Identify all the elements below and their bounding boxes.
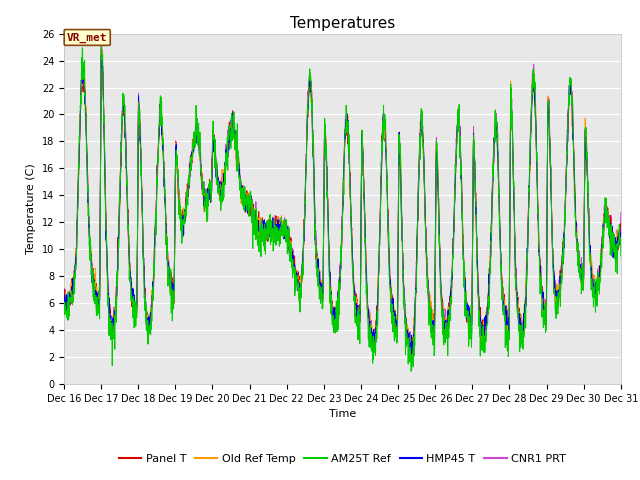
Legend: Panel T, Old Ref Temp, AM25T Ref, HMP45 T, CNR1 PRT: Panel T, Old Ref Temp, AM25T Ref, HMP45 …: [115, 449, 570, 468]
X-axis label: Time: Time: [329, 409, 356, 419]
Y-axis label: Temperature (C): Temperature (C): [26, 163, 36, 254]
Text: VR_met: VR_met: [67, 32, 108, 43]
Title: Temperatures: Temperatures: [290, 16, 395, 31]
